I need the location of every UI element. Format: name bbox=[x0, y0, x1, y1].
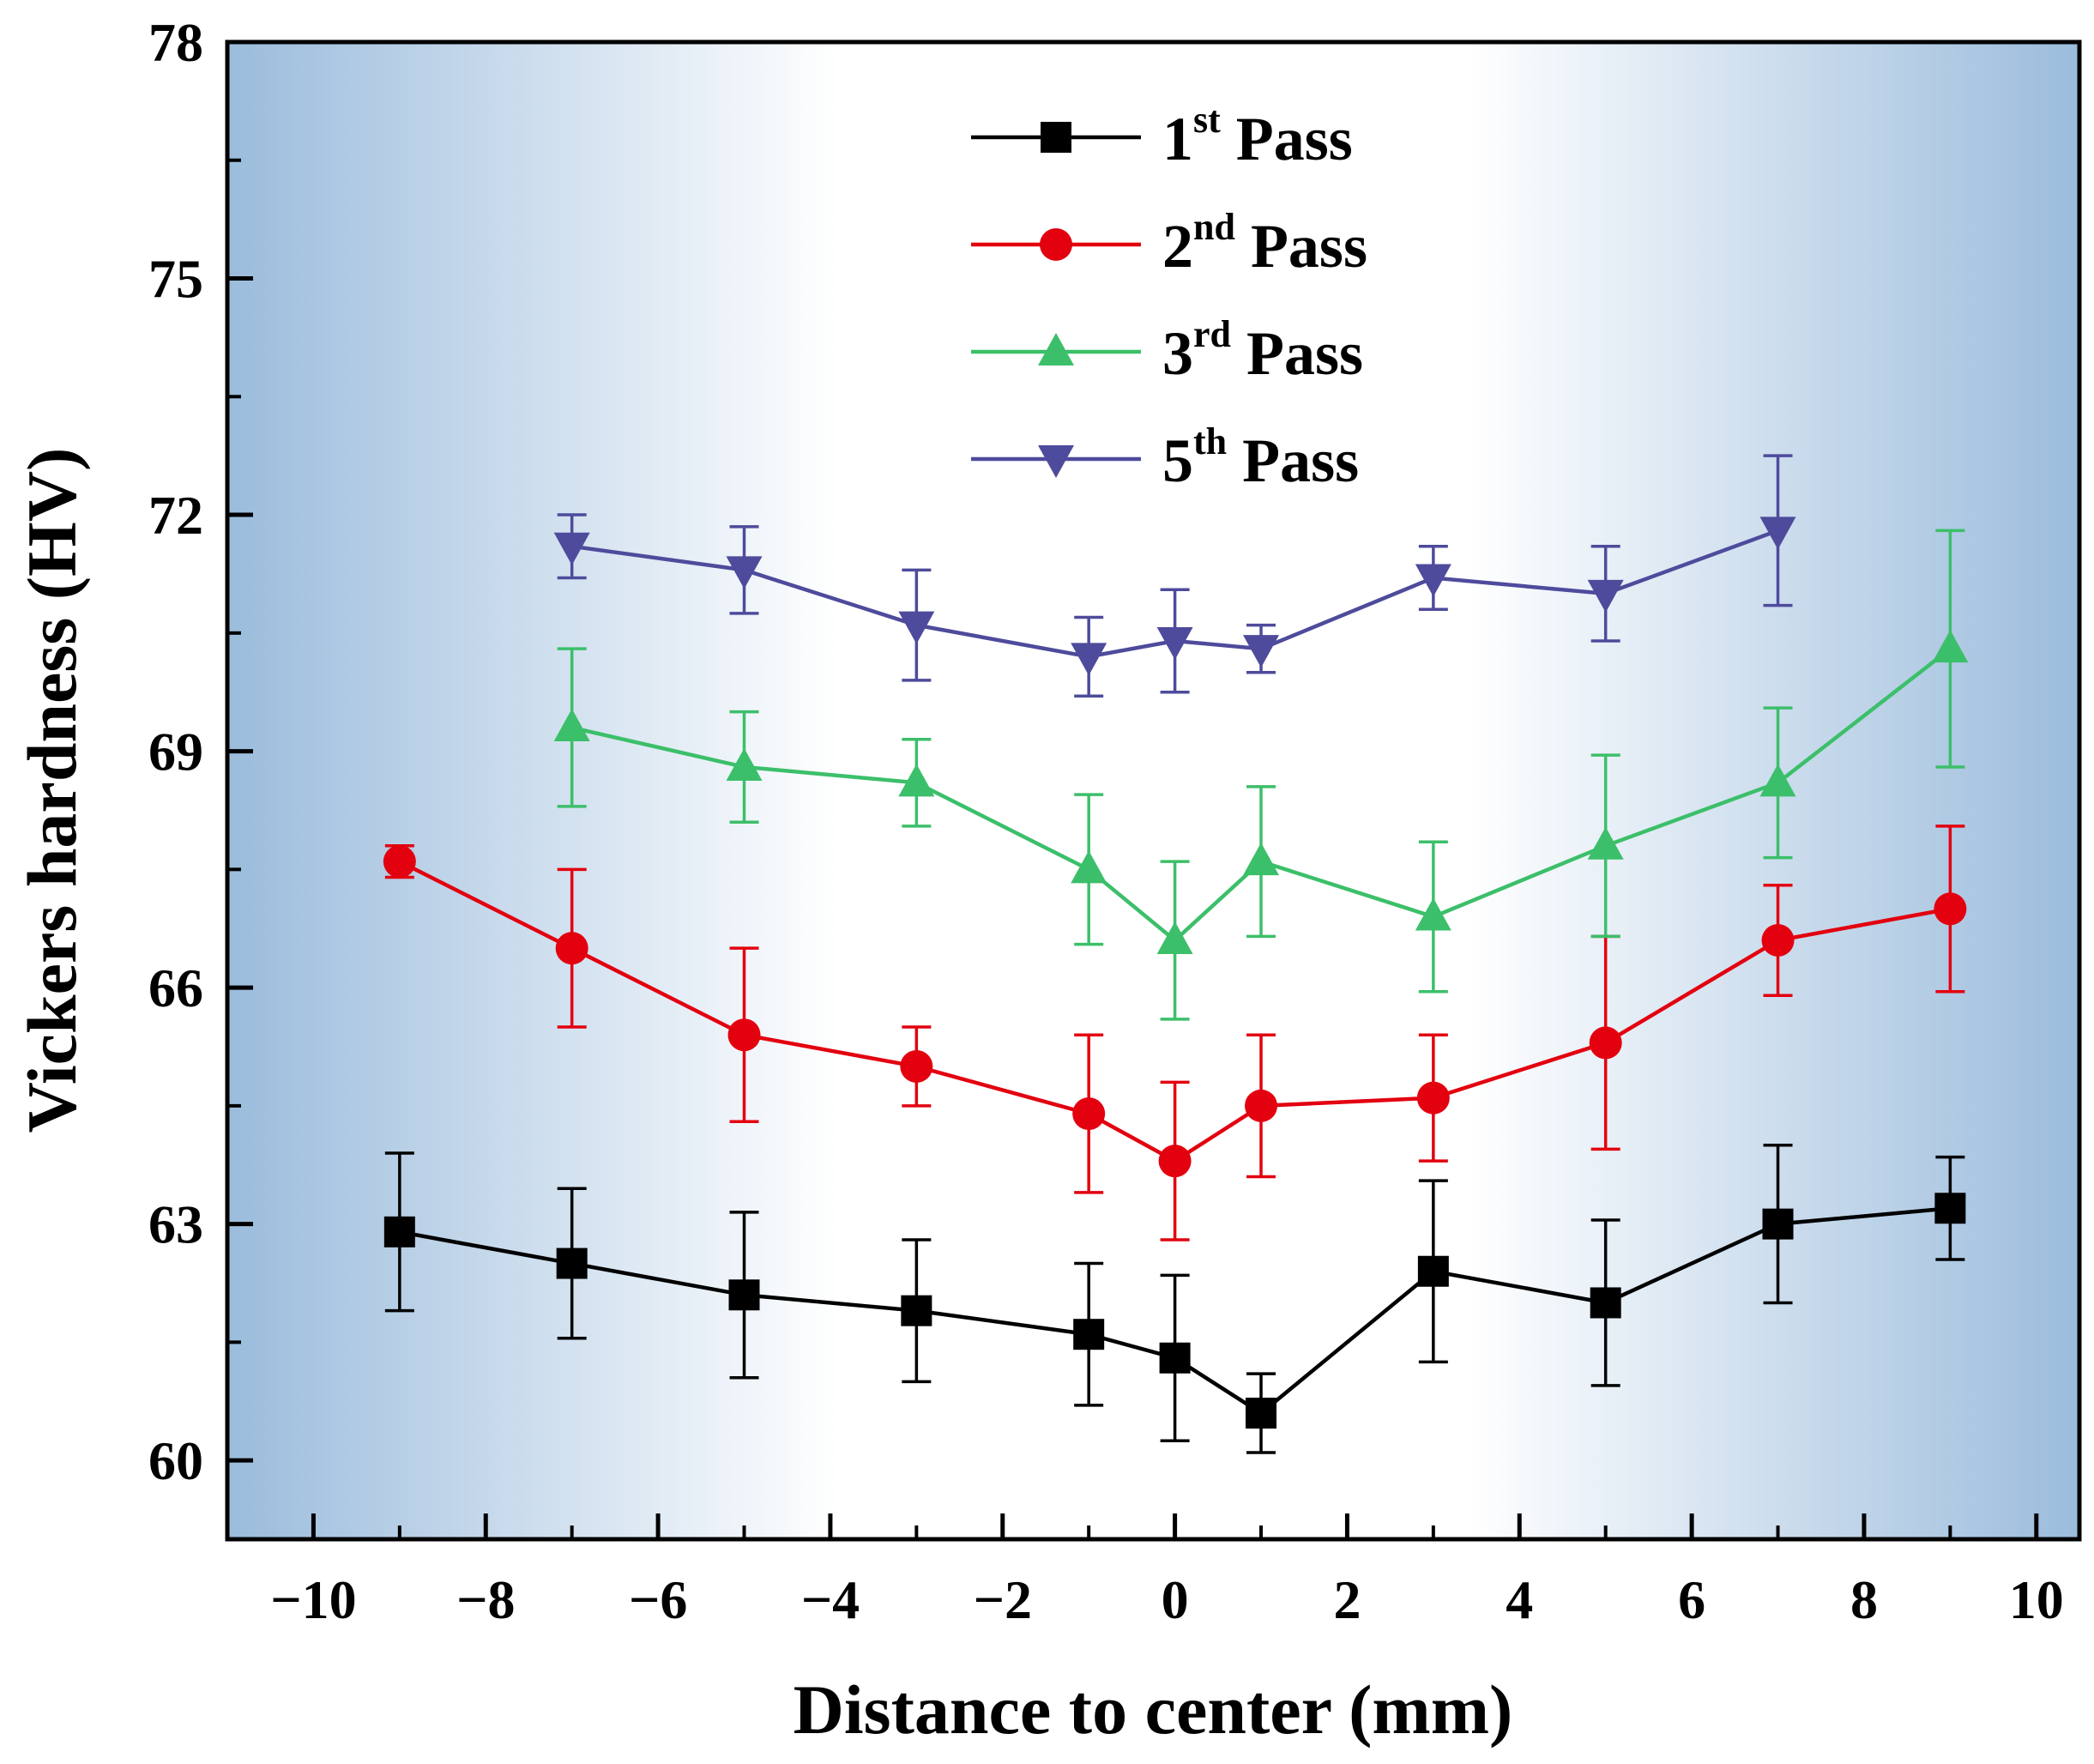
data-point bbox=[1934, 892, 1967, 926]
series-2 bbox=[383, 825, 1967, 1241]
y-tick-label: 72 bbox=[148, 485, 203, 546]
x-tick-label: 8 bbox=[1850, 1569, 1878, 1630]
legend-label: 1st Pass bbox=[1162, 99, 1353, 173]
data-point bbox=[1759, 517, 1796, 550]
legend-marker bbox=[1040, 228, 1072, 261]
data-point bbox=[726, 747, 763, 781]
data-point bbox=[1071, 643, 1107, 676]
x-tick-label: −10 bbox=[270, 1569, 356, 1630]
data-point bbox=[1156, 921, 1193, 954]
x-tick-label: 10 bbox=[2009, 1569, 2064, 1630]
data-point bbox=[1073, 1319, 1105, 1350]
data-point bbox=[383, 1216, 415, 1247]
series-line bbox=[571, 647, 1952, 943]
data-point bbox=[1762, 1208, 1794, 1240]
data-point bbox=[1761, 924, 1795, 957]
data-point bbox=[726, 556, 763, 589]
data-point bbox=[556, 1247, 588, 1279]
data-point bbox=[383, 845, 416, 879]
data-point bbox=[1416, 1081, 1450, 1115]
legend-item-4: 5th Pass bbox=[971, 420, 1359, 495]
data-point bbox=[900, 1049, 933, 1083]
legend-marker bbox=[1041, 122, 1071, 153]
x-tick-label: −6 bbox=[629, 1569, 687, 1630]
x-tick-label: 6 bbox=[1678, 1569, 1705, 1630]
data-point bbox=[1415, 897, 1451, 931]
series-layer bbox=[383, 454, 1969, 1454]
x-axis: −10 −8 −6 −4 −2 0 2 4 6 8 10 bbox=[270, 1513, 2064, 1630]
data-point bbox=[1587, 826, 1624, 860]
plot-frame bbox=[225, 39, 2082, 1542]
y-tick-label: 63 bbox=[148, 1194, 203, 1255]
data-point bbox=[1587, 579, 1624, 613]
legend-box bbox=[956, 76, 1437, 511]
legend-item-2: 2nd Pass bbox=[971, 206, 1367, 281]
data-point bbox=[898, 611, 935, 644]
data-point bbox=[727, 1018, 761, 1052]
x-tick-label: 0 bbox=[1162, 1569, 1189, 1630]
data-point bbox=[1156, 627, 1193, 660]
data-point bbox=[728, 1279, 760, 1311]
legend-item-1: 1st Pass bbox=[971, 99, 1353, 173]
data-point bbox=[553, 532, 590, 565]
y-tick-label: 60 bbox=[148, 1430, 203, 1491]
data-point bbox=[1245, 1089, 1278, 1122]
data-point bbox=[1759, 764, 1796, 797]
data-point bbox=[1072, 1097, 1106, 1131]
series-3 bbox=[553, 529, 1969, 1021]
data-point bbox=[1590, 1287, 1621, 1319]
data-point bbox=[898, 764, 935, 797]
data-point bbox=[555, 932, 588, 965]
x-axis-title: Distance to center (mm) bbox=[794, 1670, 1513, 1749]
data-point bbox=[1589, 1026, 1622, 1060]
data-point bbox=[1158, 1145, 1192, 1178]
y-tick-label: 78 bbox=[148, 12, 203, 73]
data-point bbox=[1159, 1342, 1191, 1374]
y-tick-label: 75 bbox=[148, 249, 203, 310]
y-tick-label: 66 bbox=[148, 958, 203, 1018]
legend-label: 2nd Pass bbox=[1162, 206, 1367, 281]
y-tick-label: 69 bbox=[148, 722, 203, 782]
data-point bbox=[1243, 843, 1280, 876]
data-point bbox=[1417, 1255, 1449, 1287]
y-axis-title: Vickers hardness (HV) bbox=[13, 448, 91, 1133]
data-point bbox=[553, 709, 590, 742]
y-axis: 60 63 66 69 72 75 78 bbox=[148, 12, 253, 1491]
x-tick-label: −2 bbox=[974, 1569, 1032, 1630]
legend-item-3: 3rd Pass bbox=[971, 313, 1363, 388]
x-tick-label: −4 bbox=[801, 1569, 860, 1630]
data-point bbox=[901, 1295, 932, 1326]
legend: 1st Pass 2nd Pass 3rd Pass 5th Pass bbox=[956, 76, 1437, 511]
x-tick-label: −8 bbox=[456, 1569, 515, 1630]
legend-marker bbox=[1038, 445, 1074, 478]
data-point bbox=[1071, 850, 1107, 884]
series-1 bbox=[383, 1144, 1966, 1454]
x-tick-label: 4 bbox=[1506, 1569, 1533, 1630]
data-point bbox=[1243, 635, 1280, 668]
legend-marker bbox=[1038, 333, 1074, 365]
legend-label: 5th Pass bbox=[1162, 420, 1359, 495]
series-4 bbox=[553, 454, 1796, 698]
data-point bbox=[1246, 1398, 1277, 1429]
data-point bbox=[1932, 630, 1969, 663]
data-point bbox=[1934, 1193, 1966, 1224]
data-point bbox=[1415, 564, 1451, 597]
legend-label: 3rd Pass bbox=[1162, 313, 1363, 388]
x-tick-label: 2 bbox=[1333, 1569, 1361, 1630]
